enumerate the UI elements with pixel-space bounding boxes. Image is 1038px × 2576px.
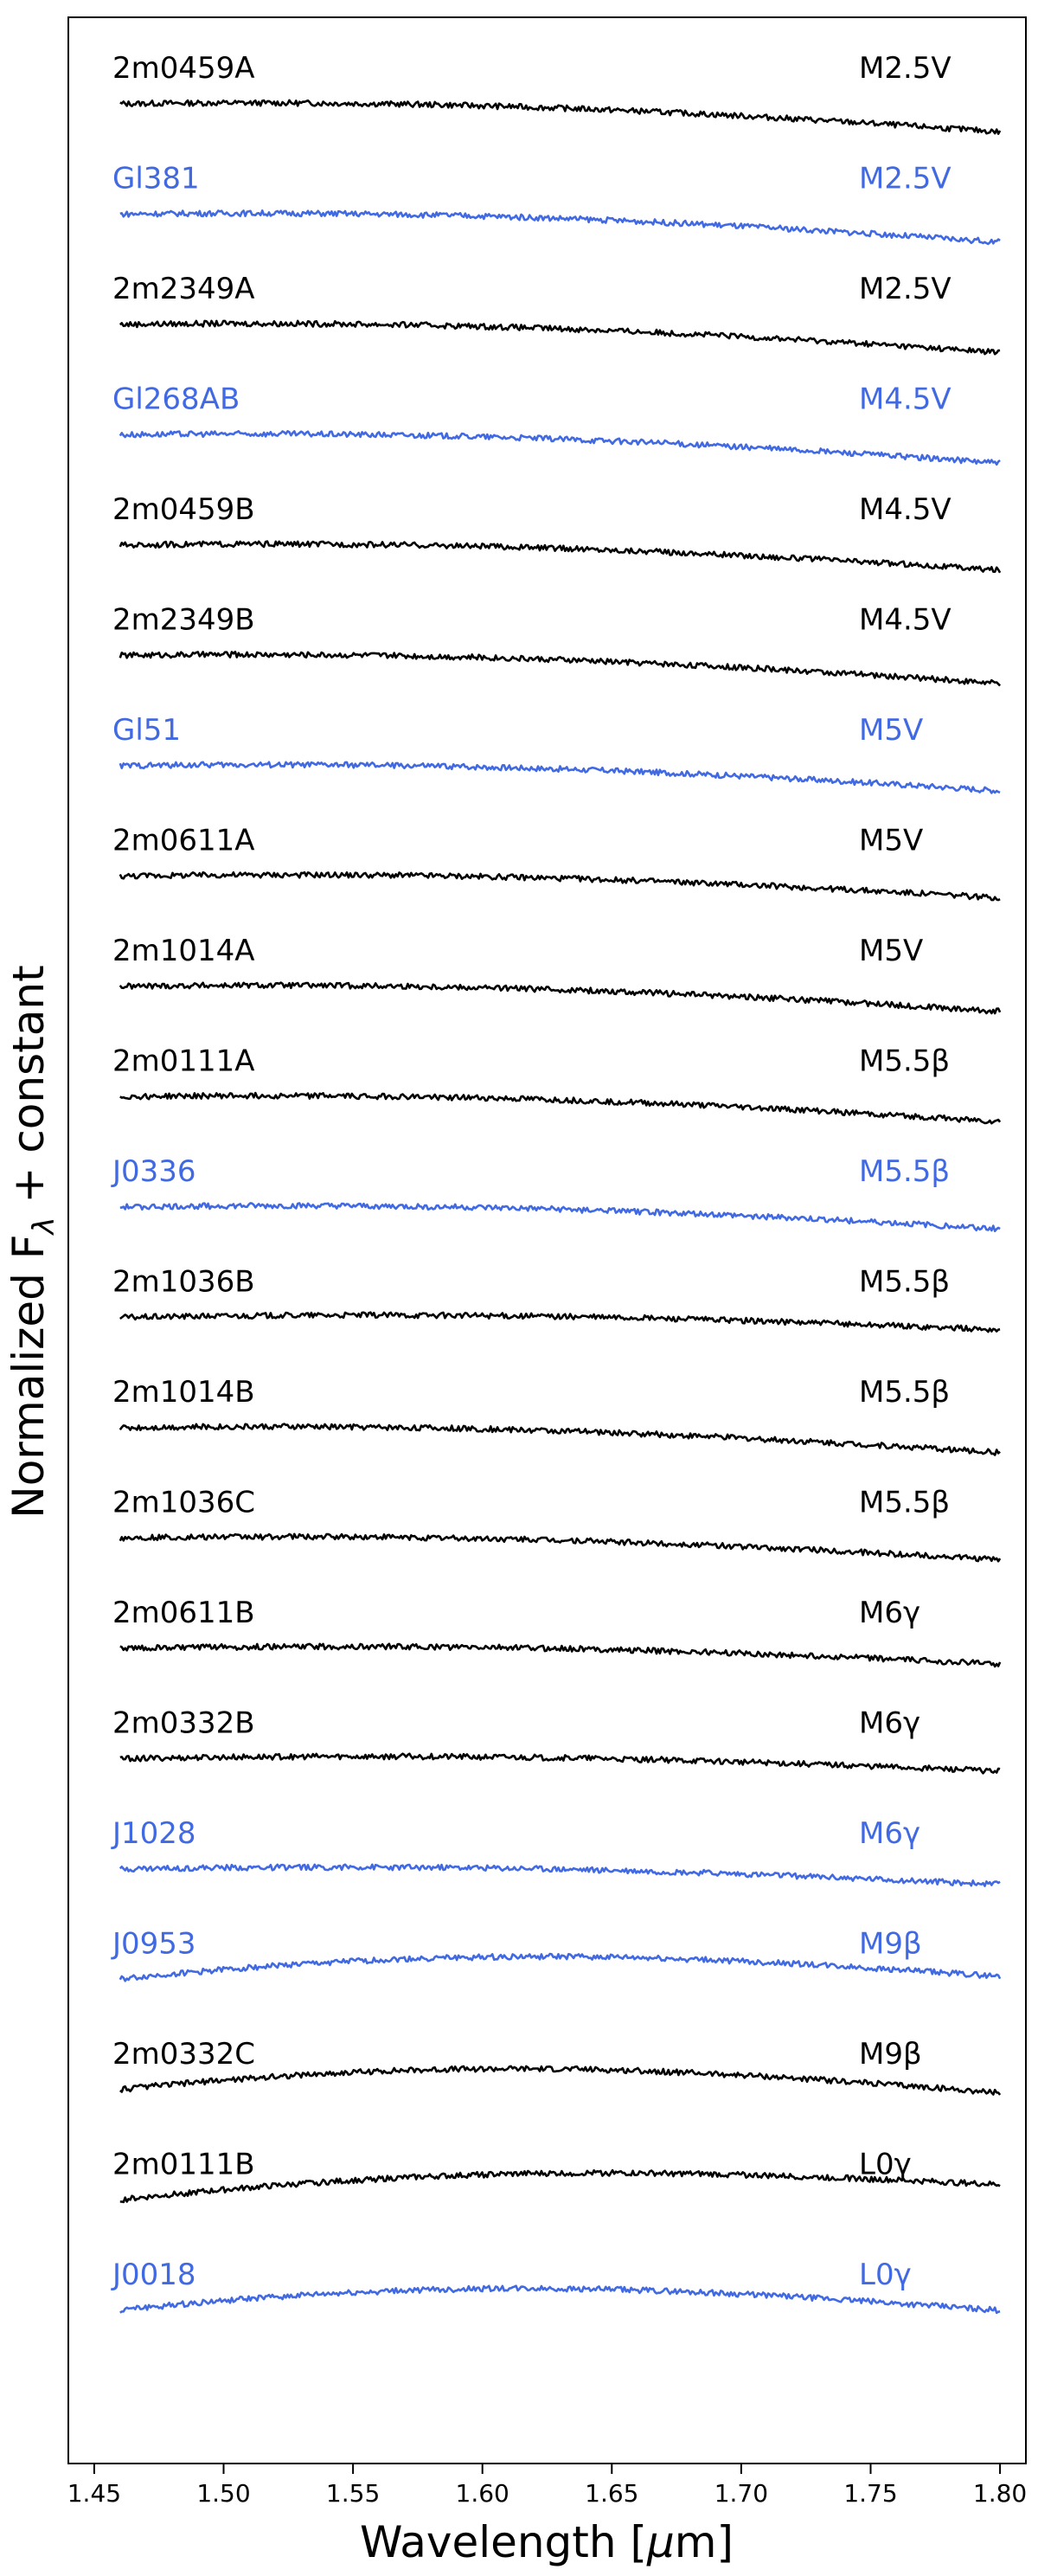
spectrum-line xyxy=(119,209,1001,246)
spectrum-line xyxy=(119,1952,1002,1982)
spectral-type-label: M9β xyxy=(859,1927,922,1962)
spectrum-name-label: 2m0611A xyxy=(112,824,255,858)
x-tick-label: 1.45 xyxy=(67,2479,121,2508)
spectral-type-label: M5.5β xyxy=(859,1486,950,1520)
spectrum-line xyxy=(119,1423,1001,1456)
spectral-type-label: M6γ xyxy=(859,1816,920,1851)
spectrum-name-label: 2m1014B xyxy=(112,1375,255,1410)
spectral-type-label: M5.5β xyxy=(859,1154,950,1189)
spectral-type-label: M6γ xyxy=(859,1596,920,1630)
x-tick-label: 1.75 xyxy=(843,2479,897,2508)
spectrum-line xyxy=(119,1863,1001,1887)
spectrum-name-label: 2m0111A xyxy=(112,1044,255,1079)
spectral-type-label: M5V xyxy=(859,713,923,748)
spectrum-line xyxy=(119,1202,1001,1232)
spectral-type-label: M5.5β xyxy=(859,1265,950,1300)
x-tick-label: 1.55 xyxy=(326,2479,380,2508)
spectrum-line xyxy=(119,1091,1002,1125)
spectrum-name-label: 2m1036C xyxy=(112,1486,255,1520)
spectral-type-label: M5.5β xyxy=(859,1044,950,1079)
spectrum-line xyxy=(119,1311,1001,1333)
spectrum-name-label: 2m0332B xyxy=(112,1706,255,1741)
spectrum-name-label: J0336 xyxy=(111,1154,196,1189)
spectrum-line xyxy=(119,99,1002,135)
spectral-type-label: L0γ xyxy=(859,2148,912,2182)
x-tick-label: 1.60 xyxy=(456,2479,509,2508)
spectral-type-label: M2.5V xyxy=(859,162,952,196)
spectral-type-label: M2.5V xyxy=(859,51,952,86)
spectrum-line xyxy=(119,1532,1002,1563)
spectral-type-label: M4.5V xyxy=(859,382,952,417)
spectra-lines xyxy=(119,99,1002,2315)
spectrum-name-label: J1028 xyxy=(111,1816,196,1851)
spectrum-name-label: 2m2349B xyxy=(112,603,255,638)
spectrum-name-label: 2m2349A xyxy=(112,272,255,306)
spectrum-name-label: 2m0459A xyxy=(112,51,255,86)
spectra-labels: 2m0459A M2.5V Gl381 M2.5V 2m2349A M2.5V Gl268A… xyxy=(111,51,952,2292)
spectrum-line xyxy=(119,761,1001,794)
spectrum-name-label: Gl51 xyxy=(112,713,181,748)
spectrum-name-label: 2m0111B xyxy=(112,2148,255,2182)
spectrum-line xyxy=(119,2065,1002,2096)
spectrum-name-label: 2m0459B xyxy=(112,492,255,527)
spectrum-line xyxy=(119,1642,1002,1668)
spectrum-line xyxy=(119,430,1001,466)
spectral-type-label: M2.5V xyxy=(859,272,952,306)
spectrum-name-label: 2m0611B xyxy=(112,1596,255,1630)
spectral-type-label: M5V xyxy=(859,934,923,968)
spectrum-line xyxy=(119,1752,1001,1775)
spectral-type-label: M5V xyxy=(859,824,923,858)
spectrum-line xyxy=(119,981,1002,1015)
spectrum-name-label: 2m1036B xyxy=(112,1265,255,1300)
spectrum-line xyxy=(119,540,1002,574)
spectrum-name-label: 2m1014A xyxy=(112,934,255,968)
plot-frame xyxy=(67,16,1027,2464)
x-tick-label: 1.70 xyxy=(714,2479,768,2508)
x-axis-ticks: 1.45 1.50 1.55 1.60 1.65 1.70 1.75 1.80 xyxy=(67,2464,1027,2508)
spectrum-name-label: Gl381 xyxy=(112,162,200,196)
spectrum-name-label: 2m0332C xyxy=(112,2037,255,2072)
spectrum-line xyxy=(119,870,1001,902)
spectrum-line xyxy=(119,2168,1001,2204)
spectrum-line xyxy=(119,319,1001,356)
spectral-type-label: M9β xyxy=(859,2037,922,2072)
spectral-type-label: M4.5V xyxy=(859,603,952,638)
spectrum-name-label: Gl268AB xyxy=(112,382,240,417)
x-tick-label: 1.50 xyxy=(196,2479,250,2508)
x-tick-label: 1.80 xyxy=(973,2479,1027,2508)
spectral-type-label: M5.5β xyxy=(859,1375,950,1410)
spectrum-name-label: J0953 xyxy=(111,1927,196,1962)
x-tick-label: 1.65 xyxy=(585,2479,638,2508)
spectrum-line xyxy=(119,651,1002,687)
spectrum-name-label: J0018 xyxy=(111,2258,196,2292)
y-axis-title: Normalized Fλ + constant xyxy=(3,965,61,1518)
spectrum-line xyxy=(119,2284,1001,2315)
spectral-type-label: L0γ xyxy=(859,2258,912,2292)
spectral-type-label: M6γ xyxy=(859,1706,920,1741)
spectral-type-label: M4.5V xyxy=(859,492,952,527)
x-axis-title: Wavelength [μm] xyxy=(360,2517,734,2567)
